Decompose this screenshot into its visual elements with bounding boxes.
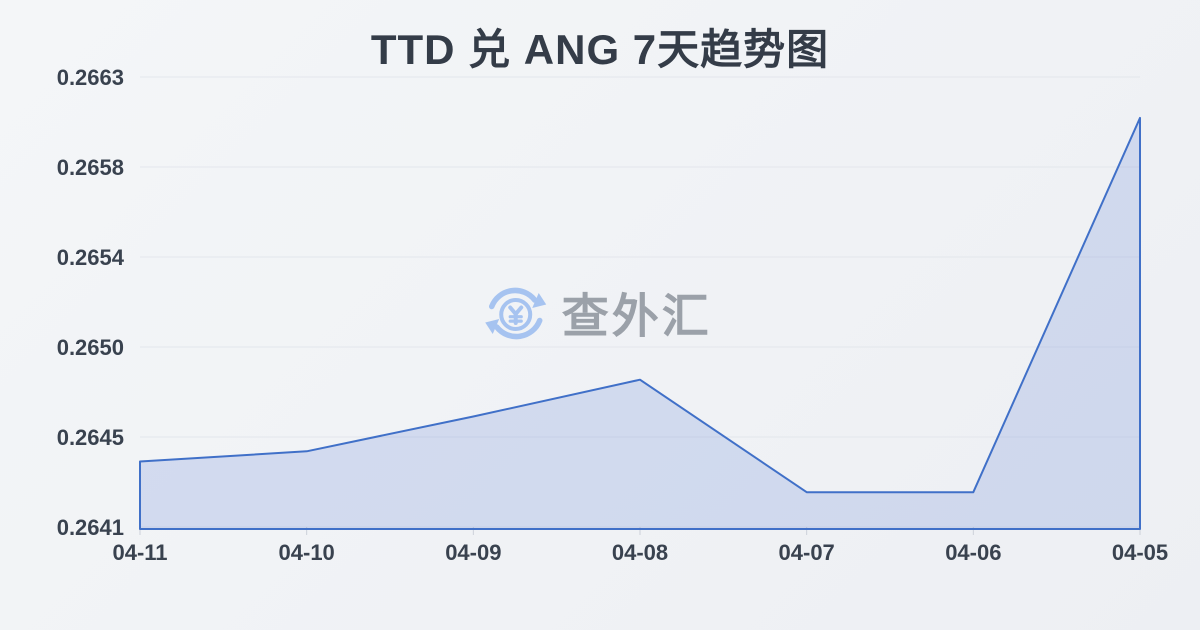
y-axis-label: 0.2650 (57, 335, 124, 360)
chart-title: TTD 兑 ANG 7天趋势图 (370, 26, 830, 73)
y-axis-label: 0.2654 (57, 245, 125, 270)
x-axis-label: 04-11 (112, 540, 167, 565)
x-axis-label: 04-05 (1112, 540, 1168, 565)
x-axis-label: 04-08 (612, 540, 668, 565)
x-axis-label: 04-09 (445, 540, 501, 565)
y-axis-label: 0.2645 (57, 425, 124, 450)
x-axis-label: 04-07 (779, 540, 835, 565)
y-axis-label: 0.2658 (57, 155, 124, 180)
y-axis-label: 0.2663 (57, 65, 124, 90)
y-axis-label: 0.2641 (57, 515, 124, 540)
x-axis-label: 04-06 (945, 540, 1001, 565)
x-axis-label: 04-10 (279, 540, 335, 565)
trend-area-series (139, 116, 1141, 530)
